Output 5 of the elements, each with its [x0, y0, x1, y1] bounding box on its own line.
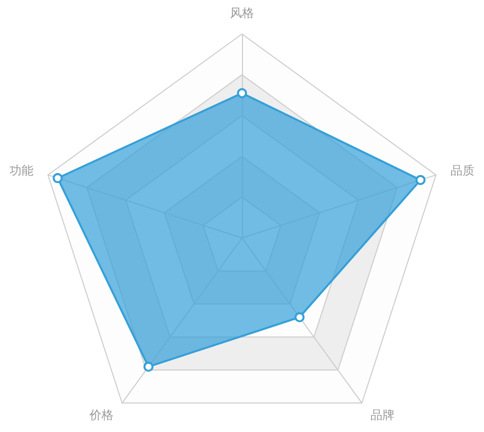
- spoke-label: 价格: [88, 408, 114, 422]
- spoke-label: 风格: [230, 6, 254, 20]
- spoke-label: 品质: [450, 163, 474, 178]
- spoke-label: 品牌: [370, 408, 395, 422]
- spoke-label: 功能: [10, 163, 34, 178]
